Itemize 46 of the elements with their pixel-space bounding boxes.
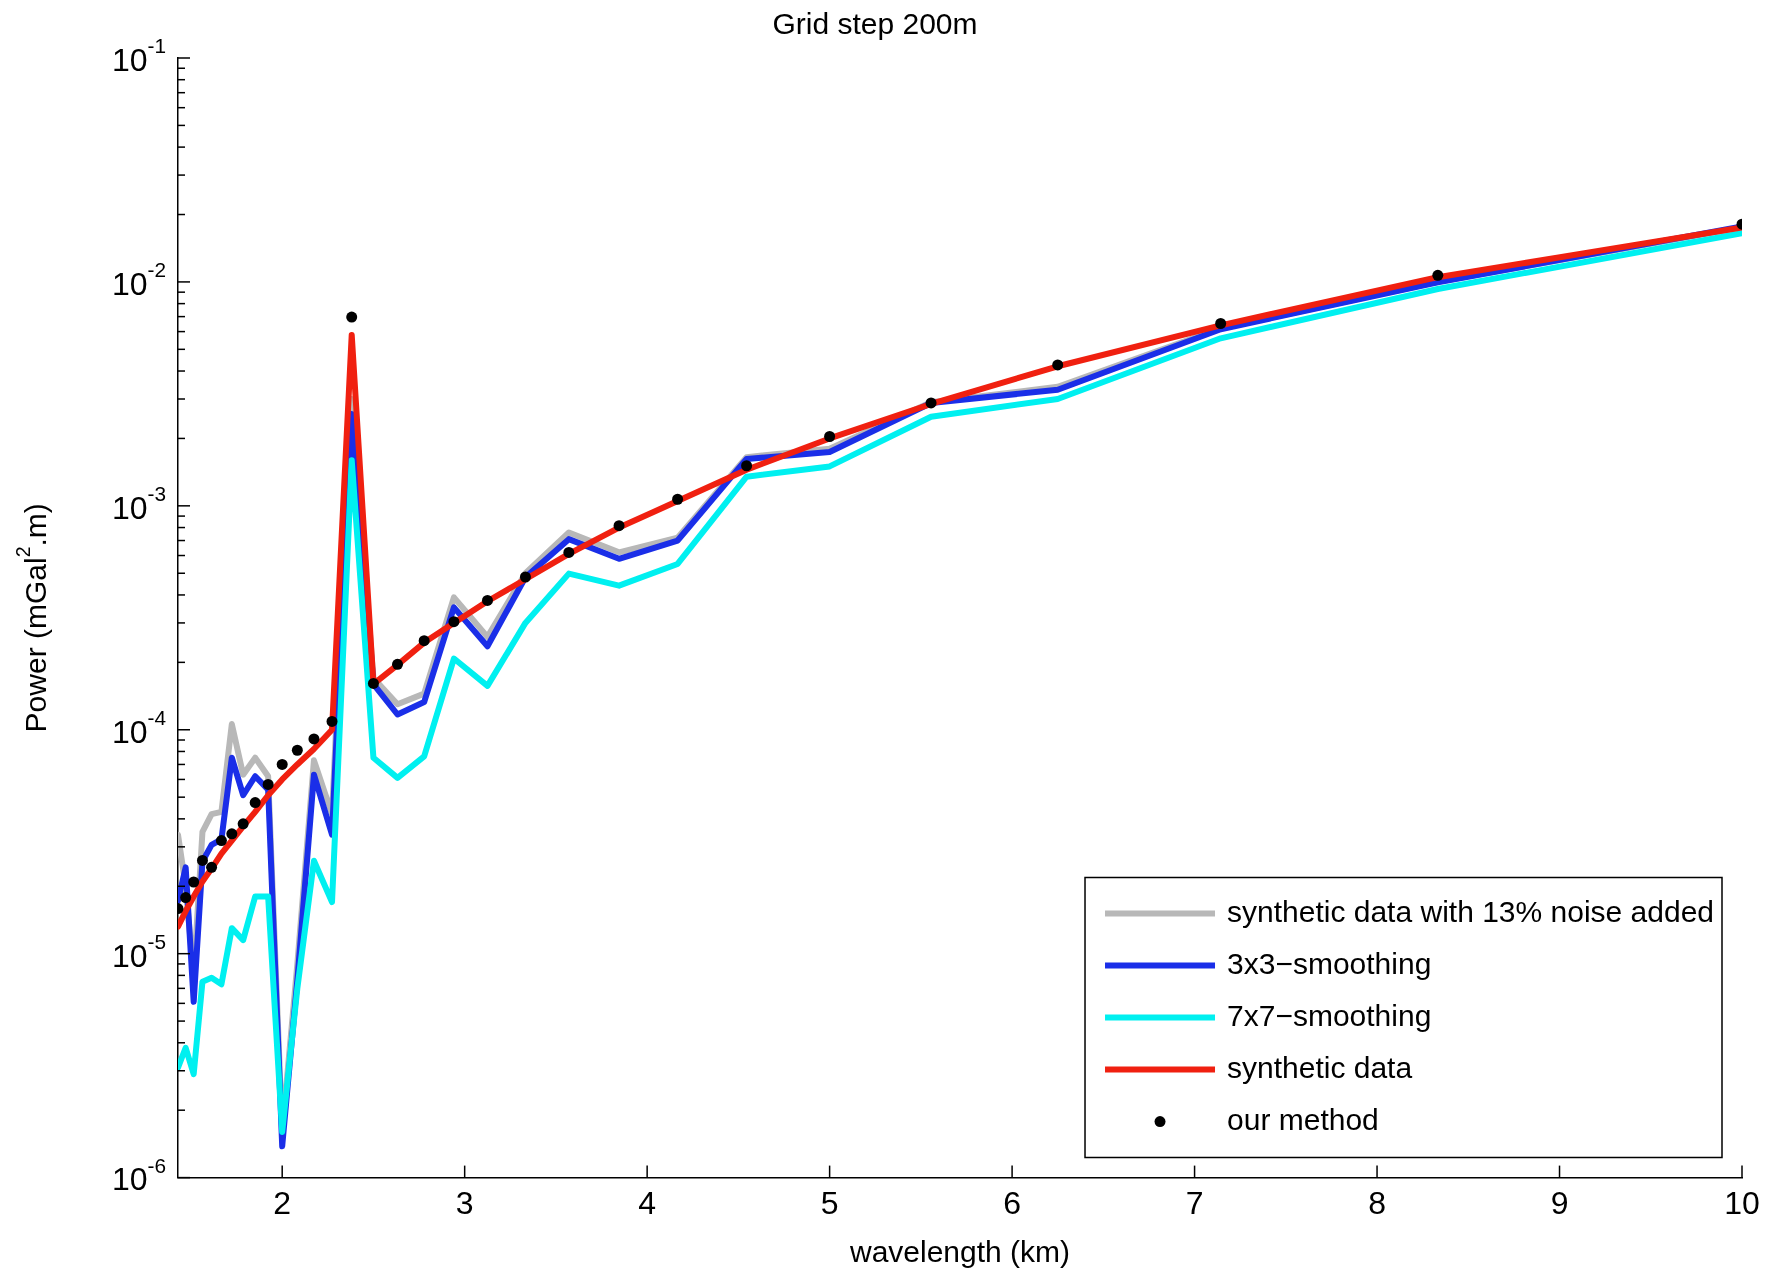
point	[741, 460, 753, 472]
legend-label: 7x7−smoothing	[1227, 998, 1432, 1032]
point	[206, 861, 218, 873]
x-tick-label: 7	[1185, 1184, 1204, 1221]
point	[1432, 269, 1444, 281]
point	[1052, 359, 1064, 371]
point	[613, 520, 625, 532]
point	[326, 715, 338, 727]
point	[418, 635, 430, 647]
point	[925, 397, 937, 409]
point	[519, 571, 531, 583]
point	[563, 546, 575, 558]
legend-label: our method	[1227, 1102, 1379, 1136]
x-tick-label: 6	[1003, 1184, 1021, 1221]
point	[226, 828, 238, 840]
point	[1215, 318, 1227, 330]
point	[392, 658, 404, 670]
legend-label: synthetic data with 13% noise added	[1227, 894, 1715, 928]
point	[215, 835, 227, 847]
point	[367, 677, 379, 689]
legend-label: 3x3−smoothing	[1227, 946, 1432, 980]
point	[237, 818, 249, 830]
point	[196, 854, 208, 866]
x-tick-label: 9	[1550, 1184, 1569, 1221]
y-axis-title: Power (mGal2.m)	[11, 503, 53, 733]
point	[276, 758, 288, 770]
point	[291, 744, 303, 756]
point	[448, 616, 460, 628]
x-tick-label: 10	[1724, 1184, 1760, 1221]
point	[249, 797, 261, 809]
point	[308, 733, 320, 745]
x-tick-label: 2	[273, 1184, 292, 1221]
x-tick-label: 5	[820, 1184, 839, 1221]
legend-label: synthetic data	[1227, 1050, 1413, 1084]
chart-title: Grid step 200m	[772, 7, 978, 41]
x-tick-label: 4	[638, 1184, 657, 1221]
point	[262, 778, 274, 790]
point	[188, 876, 200, 888]
point	[180, 892, 192, 904]
x-axis-title: wavelength (km)	[848, 1235, 1071, 1269]
point	[346, 311, 358, 323]
x-tick-label: 3	[455, 1184, 474, 1221]
x-tick-label: 8	[1368, 1184, 1386, 1221]
point	[824, 431, 836, 443]
point	[672, 493, 684, 505]
point	[481, 594, 493, 606]
